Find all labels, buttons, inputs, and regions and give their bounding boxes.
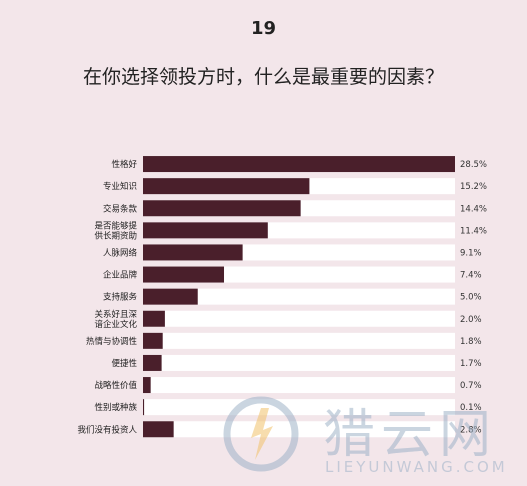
page-number: 19	[250, 18, 277, 39]
value-label: 15.2%	[460, 182, 487, 192]
value-label: 5.0%	[460, 293, 482, 303]
bar	[143, 399, 145, 416]
bar	[143, 200, 301, 217]
value-label: 1.8%	[460, 337, 482, 347]
category-label: 关系好且深	[94, 309, 137, 320]
value-label: 14.4%	[460, 204, 487, 214]
value-label: 28.5%	[460, 160, 487, 170]
chart-title: 在你选择领投方时，什么是最重要的因素？	[82, 66, 444, 88]
value-label: 2.8%	[460, 425, 482, 435]
bar	[143, 377, 151, 394]
lieyun-logo-icon	[223, 396, 299, 472]
category-label: 性别或种族	[94, 402, 137, 413]
category-label: 谙企业文化	[94, 319, 137, 330]
category-label: 我们没有投资人	[77, 424, 137, 435]
value-label: 0.7%	[460, 381, 482, 391]
bar-track	[143, 310, 455, 327]
category-label: 交易条款	[103, 203, 138, 214]
category-label: 企业品牌	[103, 270, 138, 281]
bar-track	[143, 399, 455, 416]
category-label: 热情与协调性	[86, 336, 138, 347]
bar	[143, 332, 163, 349]
category-label: 供长期资助	[94, 230, 137, 241]
category-label: 支持服务	[103, 292, 138, 303]
bar	[143, 178, 310, 195]
watermark-en: LIEYUNWANG.COM	[325, 458, 508, 476]
category-label: 性格好	[111, 159, 137, 170]
bar	[143, 222, 268, 239]
bar-track	[143, 377, 455, 394]
bar-track	[143, 354, 455, 371]
watermark-cn: 猎云网	[323, 405, 498, 465]
value-label: 9.1%	[460, 248, 482, 258]
bar-track	[143, 332, 455, 349]
bar	[143, 156, 455, 173]
category-label: 专业知识	[103, 181, 137, 192]
category-label: 战略性价值	[94, 380, 137, 391]
category-label: 是否能够提	[94, 220, 137, 231]
value-label: 11.4%	[460, 226, 487, 236]
watermark: 猎云网 LIEYUNWANG.COM	[215, 392, 515, 482]
bar-track	[143, 288, 455, 305]
value-label: 2.0%	[460, 315, 482, 325]
bar	[143, 421, 174, 438]
category-label: 便捷性	[111, 358, 137, 369]
value-label: 1.7%	[460, 359, 482, 369]
bar-track	[143, 421, 455, 438]
bar	[143, 310, 165, 327]
bar	[143, 288, 198, 305]
value-label: 7.4%	[460, 271, 482, 281]
bar	[143, 354, 162, 371]
bar	[143, 244, 243, 261]
category-label: 人脉网络	[103, 247, 138, 258]
value-label: 0.1%	[460, 403, 482, 413]
bar	[143, 266, 225, 283]
